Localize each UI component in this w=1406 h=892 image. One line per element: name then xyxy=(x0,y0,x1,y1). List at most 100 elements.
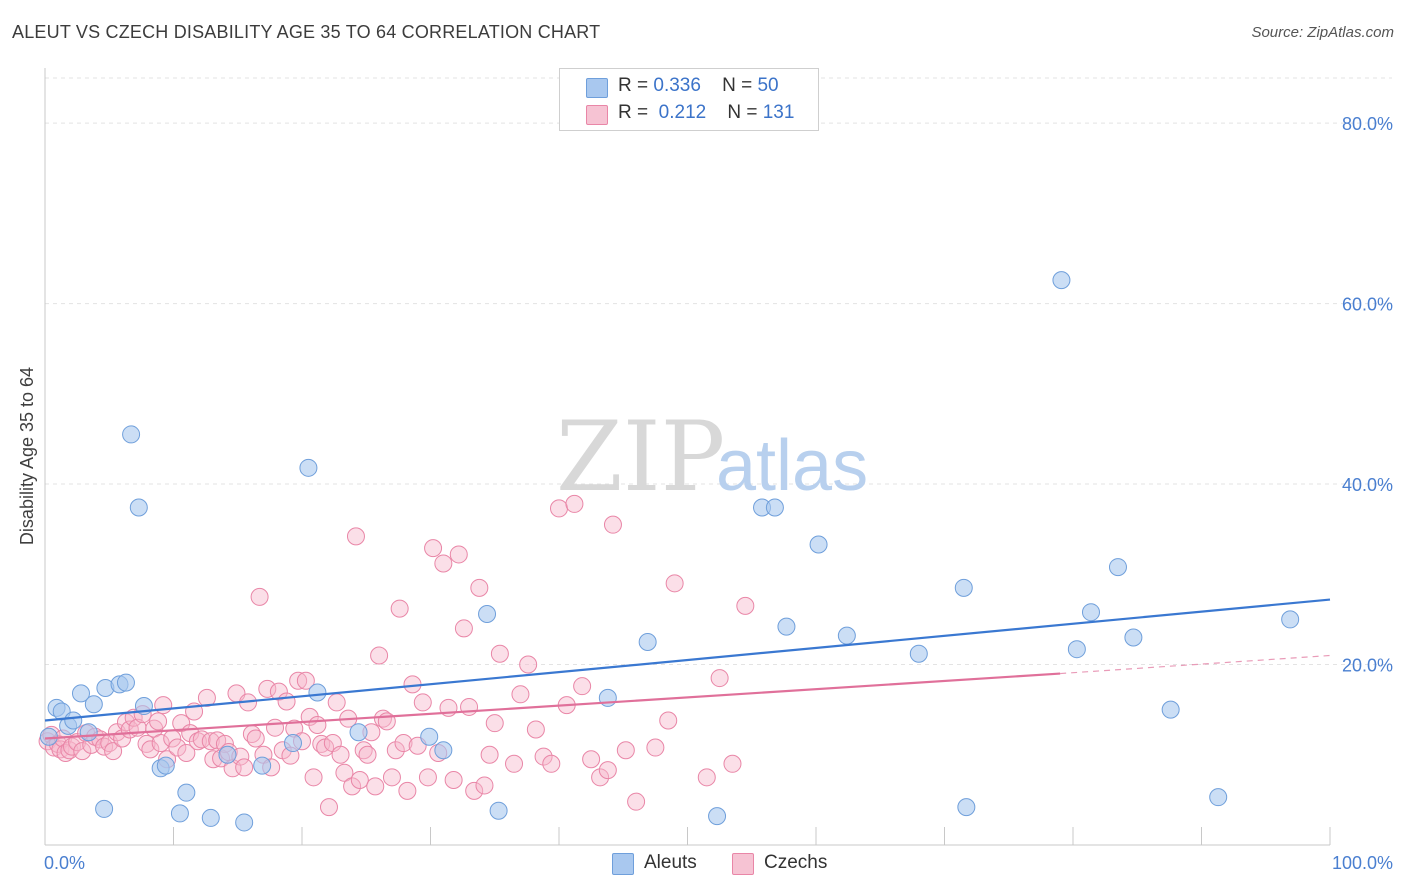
aleut-point xyxy=(1067,640,1086,659)
r-label: R = xyxy=(618,102,649,123)
aleut-point xyxy=(79,723,98,742)
czech-point xyxy=(269,682,288,701)
czech-point xyxy=(413,693,432,712)
r-label: R = xyxy=(618,75,649,96)
aleut-point xyxy=(957,798,976,817)
czech-point xyxy=(534,747,553,766)
czech-point xyxy=(444,771,463,790)
aleut-point xyxy=(1108,558,1127,577)
aleut-point xyxy=(1052,271,1071,290)
czech-point xyxy=(168,738,187,757)
aleut-point xyxy=(809,535,828,554)
czech-point xyxy=(565,494,584,513)
watermark-zip: ZIP xyxy=(556,401,725,513)
aleut-point xyxy=(170,804,189,823)
aleut-point xyxy=(434,741,453,760)
aleut-swatch xyxy=(612,853,634,875)
czech-point xyxy=(723,754,742,773)
czech-point xyxy=(192,730,211,749)
czech-point xyxy=(197,688,216,707)
aleut-point xyxy=(765,498,784,517)
czech-point xyxy=(386,741,405,760)
czech-point xyxy=(480,745,499,764)
czech-point xyxy=(266,718,285,737)
czech-point xyxy=(51,740,70,759)
czech-point xyxy=(659,711,678,730)
aleut-point xyxy=(156,756,175,775)
watermark-atlas: atlas xyxy=(716,426,868,506)
aleut-point xyxy=(95,799,114,818)
y-tick-label: 20.0% xyxy=(1342,656,1393,676)
czech-point xyxy=(350,771,369,790)
aleut-point xyxy=(777,617,796,636)
czech-trend-extension xyxy=(1060,654,1331,675)
czech-point xyxy=(390,599,409,618)
legend-text-czechs: R = 0.212 N = 131 xyxy=(618,102,794,124)
czech-point xyxy=(296,671,315,690)
chart-title: ALEUT VS CZECH DISABILITY AGE 35 TO 64 C… xyxy=(12,22,601,42)
legend-label-czechs: Czechs xyxy=(764,852,828,873)
czech-point xyxy=(434,554,453,573)
czech-point xyxy=(573,677,592,696)
czech-point xyxy=(366,777,385,796)
czech-point xyxy=(505,754,524,773)
aleut-point xyxy=(837,626,856,645)
aleut-point xyxy=(84,695,103,714)
n-label: N = xyxy=(722,75,753,96)
aleut-point xyxy=(177,783,196,802)
czech-point xyxy=(235,758,254,777)
czech-point xyxy=(308,715,327,734)
czech-point xyxy=(335,763,354,782)
aleut-point xyxy=(954,578,973,597)
x-tick-label: 100.0% xyxy=(1332,853,1393,873)
czech-point xyxy=(736,596,755,615)
aleut-point xyxy=(420,727,439,746)
czech-trend-line xyxy=(44,672,1061,740)
czech-point xyxy=(646,738,665,757)
aleut-point xyxy=(708,807,727,826)
aleut-point xyxy=(71,684,90,703)
aleut-point xyxy=(1081,603,1100,622)
czech-point xyxy=(710,669,729,688)
aleut-trend-line xyxy=(44,598,1331,722)
czech-point xyxy=(550,499,568,518)
czech-point xyxy=(358,745,377,764)
czech-point xyxy=(424,539,443,558)
y-tick-label: 80.0% xyxy=(1342,114,1393,134)
legend-text-aleuts: R = 0.336 N = 50 xyxy=(618,75,779,97)
grid-lines xyxy=(45,77,1392,666)
r-value: 0.336 xyxy=(653,75,701,96)
czech-point xyxy=(343,777,362,796)
y-tick-label: 60.0% xyxy=(1342,295,1393,315)
czech-point xyxy=(151,734,170,753)
stats-legend: R = 0.336 N = 50 R = 0.212 N = 131 xyxy=(559,68,819,131)
czech-point xyxy=(627,792,646,811)
czech-point xyxy=(665,574,684,593)
czech-point xyxy=(485,714,504,733)
aleut-point xyxy=(284,734,303,753)
czech-point xyxy=(331,745,350,764)
czech-point xyxy=(73,742,92,761)
czech-point xyxy=(177,743,196,762)
czech-point xyxy=(104,742,123,761)
n-value: 131 xyxy=(762,102,795,123)
aleut-point xyxy=(1281,610,1300,629)
czech-point xyxy=(68,733,87,752)
czech-point xyxy=(449,545,468,564)
aleut-point xyxy=(1209,788,1228,807)
czech-point xyxy=(418,768,437,787)
czech-point xyxy=(542,754,561,773)
n-label: N = xyxy=(727,102,758,123)
czech-point xyxy=(172,714,191,733)
aleut-point xyxy=(478,604,497,623)
czech-point xyxy=(470,578,489,597)
czech-point xyxy=(460,697,479,716)
x-tick-label: 0.0% xyxy=(44,853,85,873)
axis-labels: 20.0% 40.0% 60.0% 80.0% 0.0% 100.0% Disability… xyxy=(17,114,1393,873)
czech-point xyxy=(394,734,413,753)
czech-point xyxy=(277,692,296,711)
czech-point xyxy=(319,798,338,817)
czech-point xyxy=(95,737,114,756)
czech-points xyxy=(38,494,755,817)
